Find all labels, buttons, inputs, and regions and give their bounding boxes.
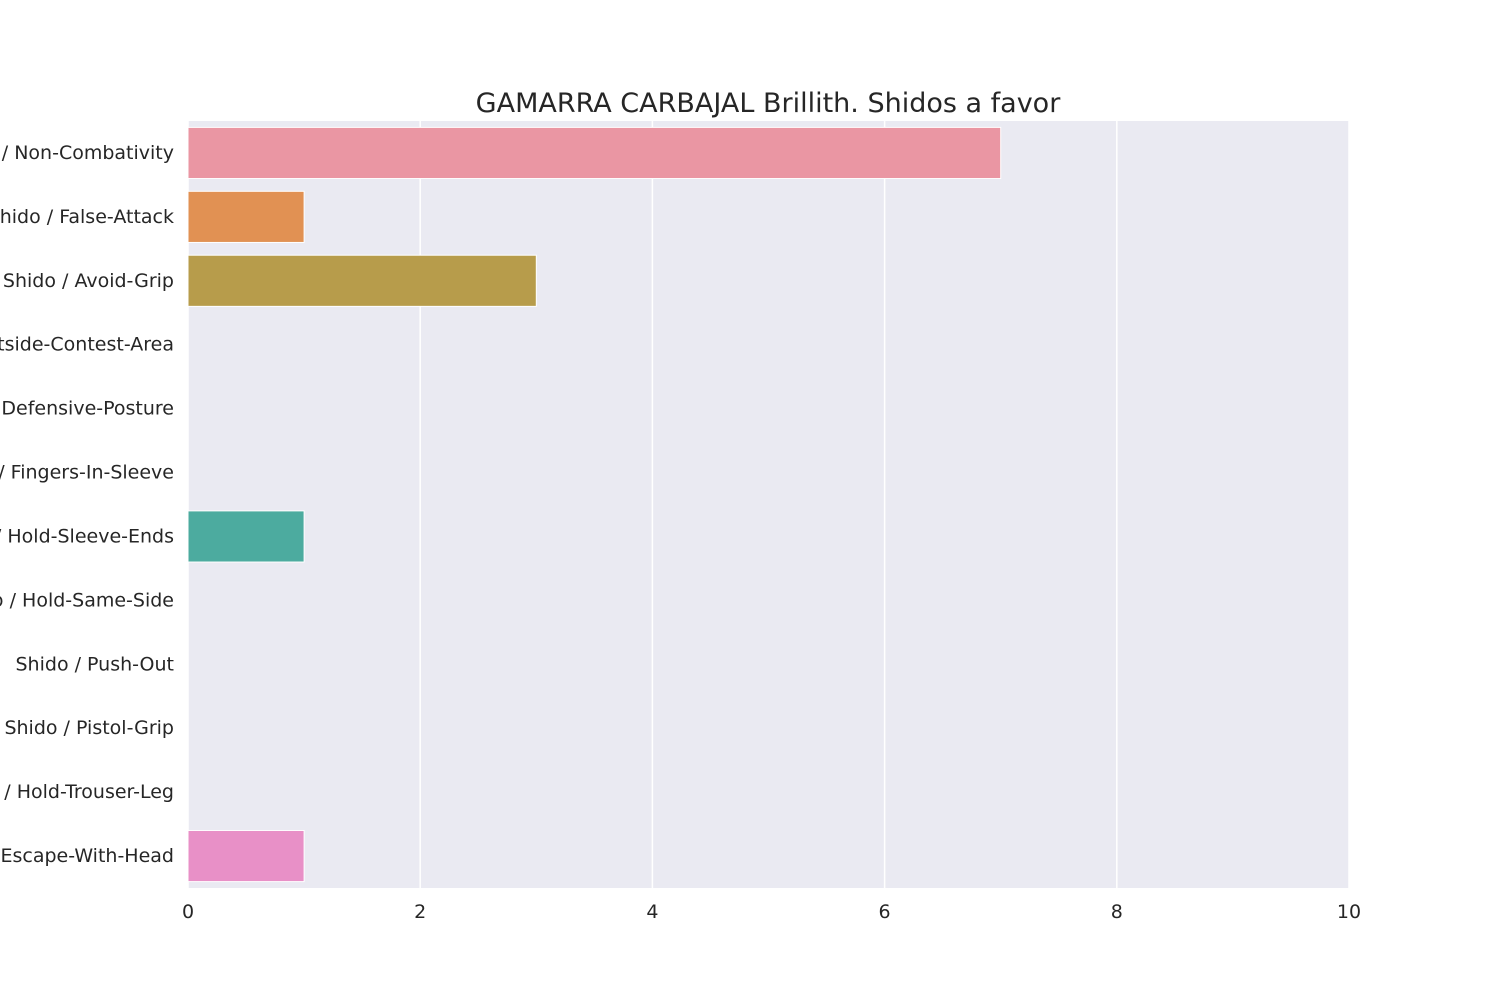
category-label-7: Shido / Hold-Same-Side — [0, 589, 174, 611]
category-labels: Shido / Non-Combativity Shido / False-Att… — [0, 142, 174, 867]
category-label-5: Shido / Fingers-In-Sleeve — [0, 462, 174, 484]
x-axis-tick-labels: 0 2 4 6 8 10 — [182, 901, 1361, 923]
x-tick-label-5: 10 — [1337, 901, 1361, 923]
x-tick-label-0: 0 — [182, 901, 194, 923]
category-label-3: Shido / Outside-Contest-Area — [0, 334, 174, 356]
category-label-2: Shido / Avoid-Grip — [3, 270, 174, 292]
category-label-11: Shido / Escape-With-Head — [0, 845, 174, 867]
category-label-0: Shido / Non-Combativity — [0, 142, 174, 164]
x-tick-label-4: 8 — [1111, 901, 1123, 923]
chart-title: GAMARRA CARBAJAL Brillith. Shidos a favo… — [476, 88, 1062, 119]
bar-1 — [187, 190, 305, 243]
bar-6 — [187, 510, 305, 563]
bar-0 — [187, 126, 1002, 180]
grid-lines — [187, 121, 1350, 888]
x-tick-label-1: 2 — [414, 901, 426, 923]
plot-background — [188, 121, 1349, 888]
category-label-9: Shido / Pistol-Grip — [4, 717, 174, 739]
category-label-1: Shido / False-Attack — [0, 206, 174, 228]
category-label-10: Shido / Hold-Trouser-Leg — [0, 781, 174, 803]
category-label-4: Shido / Defensive-Posture — [0, 398, 174, 420]
bar-11 — [187, 829, 305, 883]
x-tick-label-2: 4 — [646, 901, 658, 923]
category-label-6: Shido / Hold-Sleeve-Ends — [0, 525, 174, 547]
bar-2 — [187, 254, 537, 307]
bars — [187, 126, 1002, 883]
x-tick-label-3: 6 — [879, 901, 891, 923]
category-label-8: Shido / Push-Out — [16, 653, 175, 675]
